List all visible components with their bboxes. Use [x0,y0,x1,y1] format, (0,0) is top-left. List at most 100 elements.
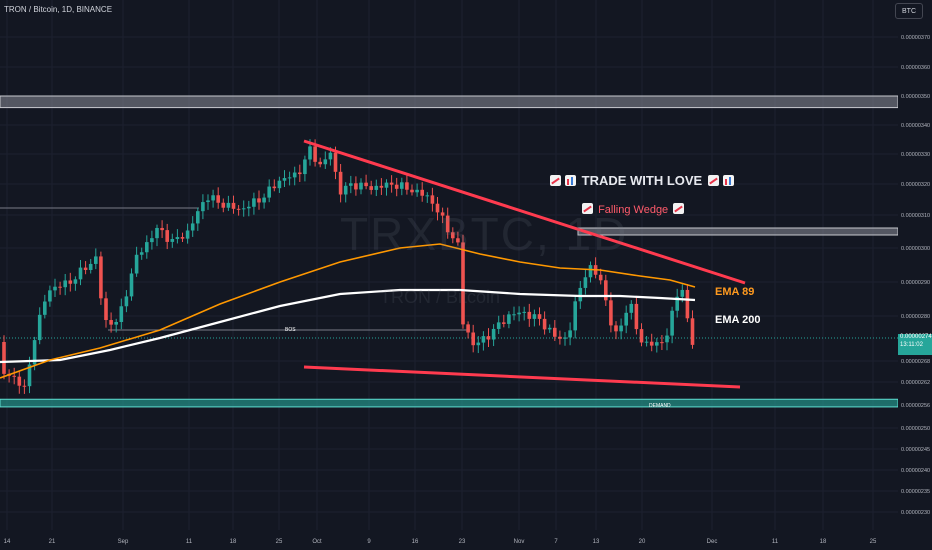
candle-body [430,195,435,204]
bos-label: BOS [285,327,296,333]
time-tick-label: 11 [772,539,779,545]
candle-body [292,172,297,178]
time-tick-label: 9 [367,539,371,545]
symbol-watermark: TRXBTC, 1D [340,208,629,260]
candle-body [542,318,547,330]
candle-body [119,306,124,323]
candle-body [588,265,593,278]
candle-body [155,227,159,239]
candle-body [629,303,634,313]
candle-body [318,161,322,165]
candle-body [73,279,78,284]
candle-body [563,337,567,339]
chart-up-icon [550,175,561,186]
time-tick-label: 18 [820,539,827,545]
candle-body [22,385,27,387]
demand-label: DEMAND [649,403,671,409]
price-tick-label: 0.00000235 [901,489,930,495]
candle-body [12,375,16,377]
candle-body [512,314,516,316]
candle-body [282,178,287,181]
price-tick-label: 0.00000256 [901,403,930,409]
candle-body [313,146,317,162]
candle-body [32,340,37,365]
candle-body [216,195,220,203]
price-tick-label: 0.00000320 [901,182,930,188]
candle-body [614,325,618,332]
candle-body [665,335,669,343]
candle-body [644,341,649,343]
candle-body [547,327,552,330]
candle-body [680,289,685,297]
candle-body [201,202,205,212]
candle-body [221,202,226,208]
price-tick-label: 0.00000360 [901,65,930,71]
candle-body [231,202,236,209]
currency-button[interactable]: BTC [895,3,923,19]
bar-chart-icon [565,175,576,186]
chart-up-icon [582,203,593,214]
candle-body [461,242,465,325]
price-tick-label: 0.00000240 [901,468,930,474]
price-tick-label: 0.00000250 [901,426,930,432]
price-tick-label: 0.00000350 [901,94,930,100]
price-tick-label: 0.00000290 [901,280,930,286]
candles [2,139,695,394]
candle-body [150,238,154,243]
candle-body [445,215,450,233]
time-tick-label: 21 [49,539,56,545]
candle-body [99,256,103,299]
candle-body [649,341,654,346]
candle-body [583,277,588,288]
candle-body [384,182,389,188]
candle-body [104,298,108,321]
candle-body [48,290,52,302]
time-tick-label: 7 [554,539,558,545]
ema200-label: EMA 200 [715,314,761,326]
trade-with-love-text: TRADE WITH LOVE [581,173,703,188]
wedge-lower-line [303,365,741,389]
candle-body [655,342,659,346]
candle-body [568,330,572,338]
candle-body [27,364,32,387]
candle-body [43,301,47,315]
candle-body [532,314,537,319]
candle-body [83,267,88,271]
candle-body [262,197,266,203]
candle-body [558,336,562,339]
candle-body [639,329,644,343]
time-tick-label: Oct [312,539,322,545]
candle-body [440,212,445,216]
candle-body [374,185,379,190]
wedge-upper-line [303,139,746,285]
candle-body [471,332,475,346]
bar-chart-icon [722,175,734,186]
candle-body [527,311,532,319]
price-tick-label: 0.00000370 [901,35,930,41]
time-tick-label: Dec [707,539,718,545]
candle-body [670,310,674,336]
candle-body [53,286,57,291]
candle-body [379,185,384,188]
time-tick-label: 16 [412,539,419,545]
candle-body [660,342,664,344]
time-tick-label: 25 [276,539,283,545]
candle-body [63,280,67,288]
pair-title: TRON / Bitcoin, 1D, BINANCE [4,5,113,14]
candle-body [517,312,521,315]
ema89-line [0,243,696,379]
price-tick-label: 0.00000245 [901,447,930,453]
candle-body [496,322,501,329]
candle-body [573,301,577,331]
candle-body [435,203,440,213]
candle-body [466,324,470,333]
candle-body [507,314,511,324]
candle-body [170,239,175,242]
candle-body [578,287,583,302]
candle-body [160,227,164,231]
candle-body [354,183,358,190]
candle-body [134,254,139,274]
ema89-label: EMA 89 [715,286,755,298]
candle-body [675,296,679,311]
